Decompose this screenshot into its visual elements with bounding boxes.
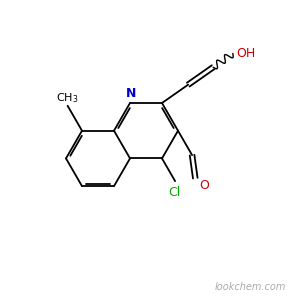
Text: O: O [199, 179, 209, 192]
Text: Cl: Cl [168, 186, 180, 199]
Text: lookchem.com: lookchem.com [214, 282, 286, 292]
Text: N: N [126, 87, 136, 100]
Text: CH$_3$: CH$_3$ [56, 91, 79, 105]
Text: OH: OH [236, 47, 255, 60]
